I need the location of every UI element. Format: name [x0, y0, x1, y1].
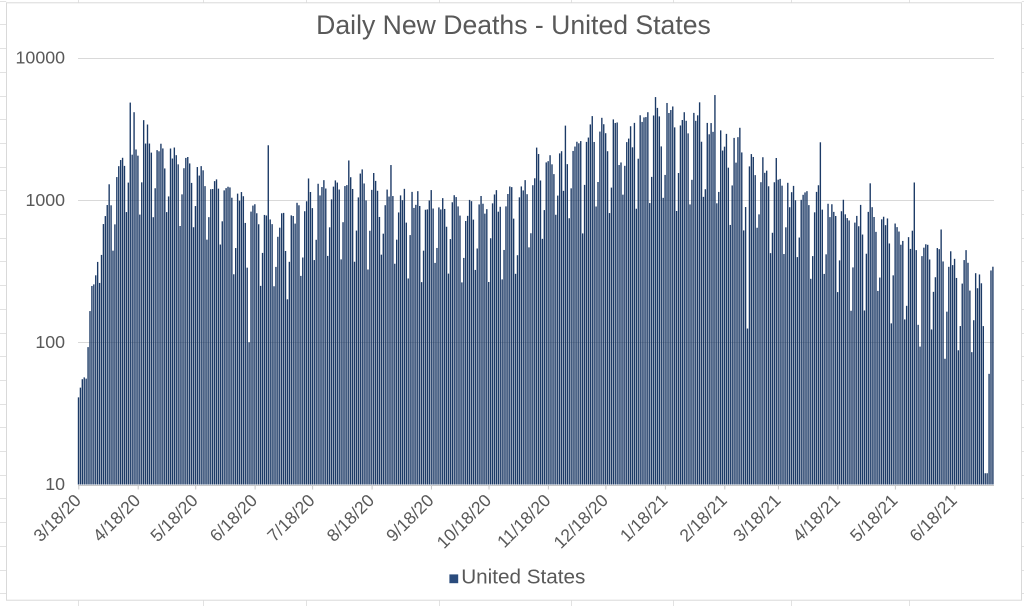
svg-text:Daily New Deaths - United Stat: Daily New Deaths - United States: [316, 10, 711, 40]
svg-text:10000: 10000: [16, 48, 66, 68]
svg-text:10: 10: [45, 474, 65, 494]
svg-text:United States: United States: [461, 565, 585, 588]
svg-text:1000: 1000: [25, 190, 65, 210]
svg-text:100: 100: [35, 332, 65, 352]
